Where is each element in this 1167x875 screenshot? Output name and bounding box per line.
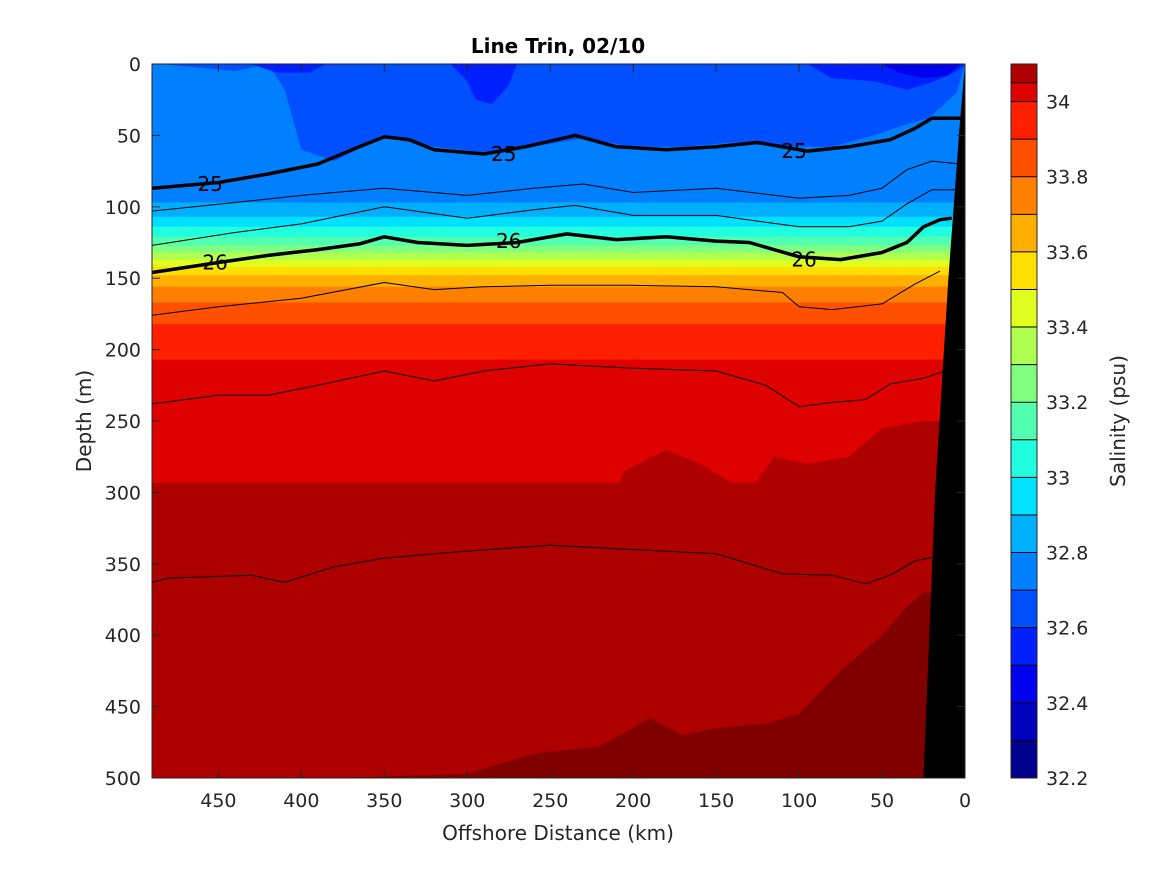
y-tick-label: 100 [105, 197, 141, 219]
isopycnal-line [152, 216, 952, 275]
colorbar-tick-label: 32.8 [1046, 543, 1088, 565]
colorbar-swatch [1011, 214, 1037, 252]
isopycnal-line [152, 189, 957, 246]
isopycnal-line [152, 116, 962, 190]
colorbar-swatch [1011, 139, 1037, 177]
deepest-water-mass [334, 592, 965, 778]
colorbar-swatch [1011, 101, 1037, 140]
x-tick-label: 0 [959, 790, 971, 812]
surface-patch [882, 64, 960, 79]
isopycnal-label: 25 [781, 139, 806, 163]
colorbar-tick-label: 32.6 [1046, 618, 1088, 640]
x-tick-label: 300 [449, 790, 485, 812]
colorbar: 32.2 32.4 32.6 32.8 33 33.2 33.4 33.6 33.8 34 [1010, 63, 1088, 790]
surface-patch [251, 64, 327, 73]
colorbar-tick-label: 34 [1046, 92, 1070, 114]
colorbar-swatch [1011, 514, 1037, 553]
x-tick-label: 400 [283, 790, 319, 812]
colorbar-tick-label: 33 [1046, 467, 1070, 489]
chart-title: Line Trin, 02/10 [471, 34, 645, 58]
colorbar-tick-label: 33.2 [1046, 392, 1088, 414]
y-tick-label: 50 [117, 125, 141, 147]
x-axis-label: Offshore Distance (km) [442, 821, 674, 845]
x-tick-label: 150 [698, 790, 734, 812]
isopycnal-label: 26 [791, 248, 816, 272]
colorbar-swatch [1011, 552, 1037, 591]
colorbar-swatch [1011, 477, 1037, 515]
x-tick-label: 100 [781, 790, 817, 812]
colorbar-swatch [1011, 364, 1037, 403]
x-tick-label: 350 [366, 790, 402, 812]
x-tick-label: 200 [615, 790, 651, 812]
isopycnal-label: 26 [202, 250, 227, 274]
colorbar-swatch [1011, 590, 1037, 628]
isopycnal-line [152, 160, 961, 212]
colorbar-swatch [1011, 82, 1037, 102]
colorbar-swatch [1011, 702, 1037, 741]
isopycnal-label: 25 [197, 172, 222, 196]
x-tick-label: 50 [870, 790, 894, 812]
x-tick-label: 450 [200, 790, 236, 812]
y-tick-label: 150 [105, 268, 141, 290]
isopycnal-line [152, 544, 949, 585]
colorbar-frame [1010, 63, 1038, 779]
plot-area: 25 25 25 26 26 26 [152, 64, 965, 778]
colorbar-label: Salinity (psu) [1106, 355, 1130, 487]
colorbar-tick-label: 33.4 [1046, 317, 1088, 339]
y-tick-label: 450 [105, 697, 141, 719]
isopycnal-label: 26 [496, 229, 521, 253]
colorbar-tick-label: 33.6 [1046, 242, 1088, 264]
deep-water-mass [152, 421, 965, 778]
colorbar-tick-label: 32.4 [1046, 693, 1088, 715]
y-axis-label: Depth (m) [72, 370, 96, 472]
surface-patch [160, 64, 965, 162]
y-tick-label: 200 [105, 340, 141, 362]
colorbar-tick-label: 32.2 [1046, 768, 1088, 790]
colorbar-swatch [1011, 176, 1037, 215]
colorbar-swatch [1011, 740, 1037, 778]
y-tick-label: 350 [105, 554, 141, 576]
surface-patch [450, 64, 517, 104]
y-tick-label: 0 [129, 54, 141, 76]
y-tick-label: 500 [105, 768, 141, 790]
y-tick-label: 250 [105, 411, 141, 433]
colorbar-swatch [1011, 665, 1037, 703]
isopycnal-line [152, 363, 946, 408]
x-axis-ticks: 450 400 350 300 250 200 150 100 50 0 [200, 64, 971, 812]
colorbar-swatch [1011, 402, 1037, 440]
x-tick-label: 250 [532, 790, 568, 812]
colorbar-swatch [1011, 439, 1037, 478]
y-tick-label: 400 [105, 625, 141, 647]
colorbar-swatch [1011, 327, 1037, 365]
colorbar-tick-label: 33.8 [1046, 167, 1088, 189]
isopycnal-label: 25 [491, 142, 516, 166]
colorbar-swatch [1011, 251, 1037, 290]
y-axis-ticks: 0 50 100 150 200 250 300 350 400 450 500 [105, 54, 965, 790]
colorbar-swatch [1011, 64, 1037, 83]
colorbar-swatch [1011, 627, 1037, 666]
colorbar-swatch [1011, 289, 1037, 328]
y-tick-label: 300 [105, 482, 141, 504]
isopycnal-line [152, 270, 941, 316]
seafloor [923, 64, 965, 778]
